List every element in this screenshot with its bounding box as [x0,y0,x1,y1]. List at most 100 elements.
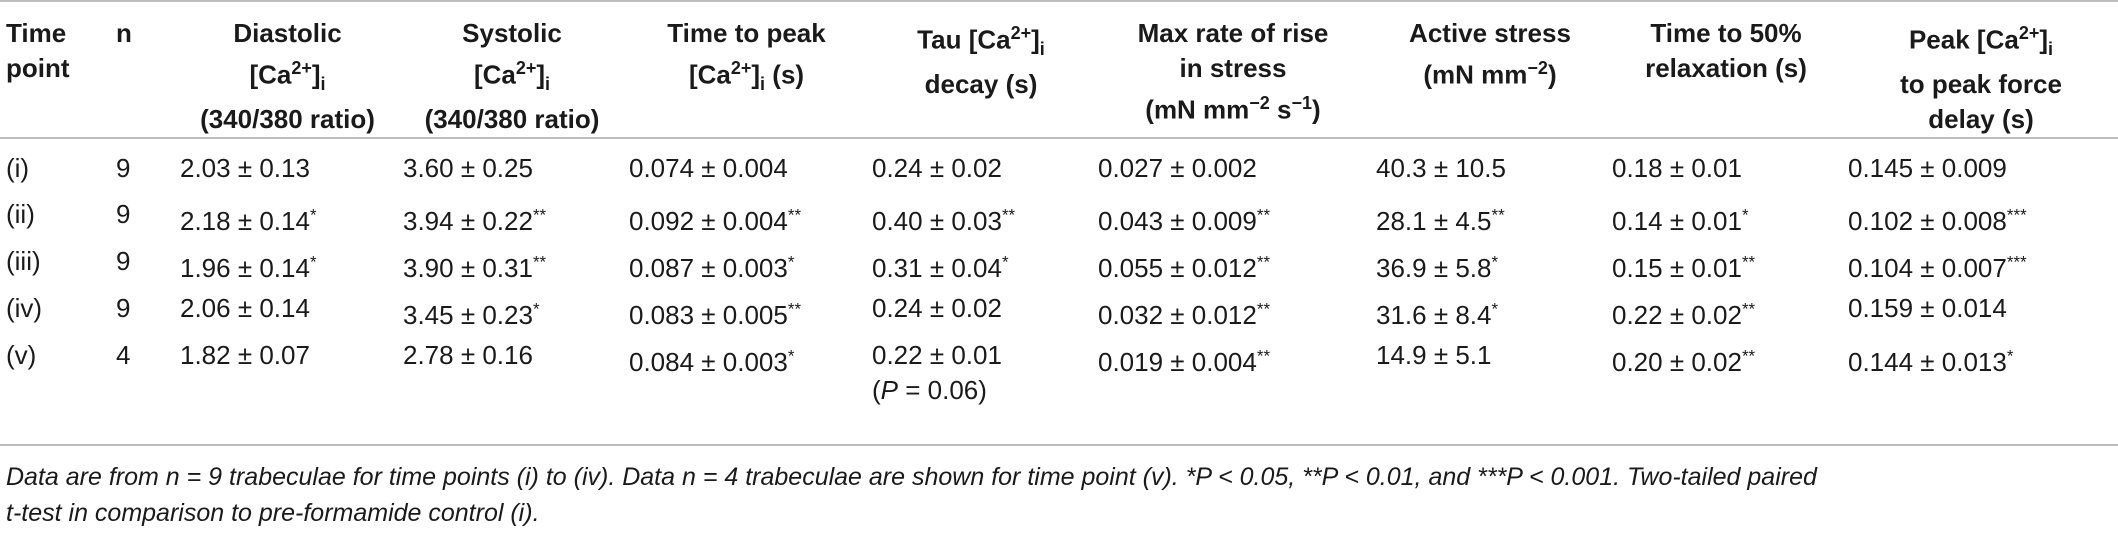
header-time_to_peak: Time to peak [Ca2+]i (s) [625,0,868,139]
cell-value: 3.45 ± 0.23* [403,298,540,330]
cell-value: 28.1 ± 4.5** [1376,204,1505,236]
cell-value: 0.074 ± 0.004 [629,152,788,183]
cell-value: (iv) [6,292,43,323]
cell-t50: 0.18 ± 0.01 [1608,138,1844,197]
cell-systolic: 3.94 ± 0.22** [399,197,625,244]
cell-time_to_peak: 0.092 ± 0.004** [625,197,868,244]
cell-value: 0.043 ± 0.009** [1098,204,1271,236]
header-diastolic-line: (340/380 ratio) [200,103,375,134]
cell-value: 9 [116,292,131,323]
header-systolic: Systolic [Ca2+]i (340/380 ratio) [399,0,625,139]
cell-value: 31.6 ± 8.4* [1376,298,1499,330]
cell-value: 0.055 ± 0.012** [1098,251,1271,283]
cell-value: 0.083 ± 0.005** [629,298,802,330]
cell-systolic: 3.45 ± 0.23* [399,291,625,338]
footnote-line-2: t-test in comparison to pre-formamide co… [6,499,540,527]
table-row: (ii) 9 2.18 ± 0.14* 3.94 ± 0.22** 0.092 ± 0.… [0,197,2118,244]
cell-value: 0.092 ± 0.004** [629,204,802,236]
cell-systolic: 3.60 ± 0.25 [399,138,625,197]
header-max_rate-line: (mN mm−2 s−1) [1145,93,1321,125]
cell-t50: 0.14 ± 0.01* [1608,197,1844,244]
header-t50-line: Time to 50% [1650,18,1802,48]
cell-max_rate: 0.027 ± 0.002 [1094,138,1372,197]
cell-time_point: (ii) [0,197,110,244]
header-diastolic: Diastolic [Ca2+]i (340/380 ratio) [176,0,399,139]
table-row: (v) 4 1.82 ± 0.07 2.78 ± 0.16 0.084 ± 0.003*… [0,338,2118,418]
cell-value: 0.20 ± 0.02** [1612,345,1756,377]
cell-value: (iii) [6,245,41,276]
cell-active_stress: 36.9 ± 5.8* [1372,244,1608,291]
cell-value: 0.019 ± 0.004** [1098,345,1271,377]
cell-value: 14.9 ± 5.1 [1376,339,1492,370]
cell-active_stress: 14.9 ± 5.1 [1372,338,1608,418]
cell-value: 2.18 ± 0.14* [180,204,317,236]
cell-n: 9 [110,138,176,197]
cell-value: 9 [116,245,131,276]
header-delay-line: delay (s) [1928,103,2034,134]
cell-time_to_peak: 0.074 ± 0.004 [625,138,868,197]
cell-delay: 0.145 ± 0.009 [1844,138,2118,197]
header-active_stress-line: (mN mm−2) [1423,58,1557,90]
cell-diastolic: 1.96 ± 0.14* [176,244,399,291]
cell-tau: 0.22 ± 0.01 (P = 0.06) [868,338,1094,418]
cell-tau: 0.24 ± 0.02 [868,291,1094,338]
cell-time_to_peak: 0.084 ± 0.003* [625,338,868,418]
cell-value: 3.60 ± 0.25 [403,152,533,183]
cell-value: 0.159 ± 0.014 [1848,292,2007,323]
header-max_rate-line: in stress [1179,53,1287,83]
header-max_rate: Max rate of rise in stress (mN mm−2 s−1) [1094,0,1372,139]
cell-value: 0.24 ± 0.02 [872,292,1002,323]
cell-value: 0.31 ± 0.04* [872,251,1009,283]
table-body: (i) 9 2.03 ± 0.13 3.60 ± 0.25 0.074 ± 0.004 0… [0,138,2118,418]
cell-value: 1.82 ± 0.07 [180,339,310,370]
header-systolic-line: (340/380 ratio) [424,103,600,134]
cell-tau: 0.31 ± 0.04* [868,244,1094,291]
cell-delay: 0.159 ± 0.014 [1844,291,2118,338]
cell-value: (v) [6,339,37,370]
table-row: (i) 9 2.03 ± 0.13 3.60 ± 0.25 0.074 ± 0.004 0… [0,138,2118,197]
cell-t50: 0.22 ± 0.02** [1608,291,1844,338]
table-row: (iii) 9 1.96 ± 0.14* 3.90 ± 0.31** 0.087 ± 0… [0,244,2118,291]
cell-value: 0.24 ± 0.02 [872,152,1002,183]
header-n-line: n [116,18,132,48]
cell-value: 0.102 ± 0.008*** [1848,204,2027,236]
cell-active_stress: 28.1 ± 4.5** [1372,197,1608,244]
cell-diastolic: 2.18 ± 0.14* [176,197,399,244]
header-row: Time point n Diastolic [Ca2+]i (340/380 ratio… [0,0,2118,139]
cell-time_point: (iv) [0,291,110,338]
header-n: n [110,0,176,139]
header-t50-line: relaxation (s) [1645,53,1807,83]
cell-n: 9 [110,197,176,244]
cell-value: 0.145 ± 0.009 [1848,152,2007,183]
cell-max_rate: 0.043 ± 0.009** [1094,197,1372,244]
header-max_rate-line: Max rate of rise [1137,18,1329,48]
cell-time_point: (v) [0,338,110,418]
cell-value: 40.3 ± 10.5 [1376,152,1506,183]
cell-value: 2.03 ± 0.13 [180,152,310,183]
cell-value: 0.084 ± 0.003* [629,345,795,377]
table-row: (iv) 9 2.06 ± 0.14 3.45 ± 0.23* 0.083 ± 0.00… [0,291,2118,338]
header-time_to_peak-line: Time to peak [667,18,826,48]
results-table: Time point n Diastolic [Ca2+]i (340/380 ratio… [0,0,2118,418]
header-delay-line: to peak force [1900,68,2062,99]
cell-t50: 0.20 ± 0.02** [1608,338,1844,418]
header-time_point-line: Time [6,18,67,48]
cell-t50: 0.15 ± 0.01** [1608,244,1844,291]
cell-value: 0.40 ± 0.03** [872,204,1016,236]
cell-time_to_peak: 0.083 ± 0.005** [625,291,868,338]
cell-value: 0.027 ± 0.002 [1098,152,1257,183]
table-bottom-rule [0,444,2118,446]
header-diastolic-line: [Ca2+]i [249,58,326,94]
header-systolic-line: Systolic [462,18,562,48]
cell-tau: 0.40 ± 0.03** [868,197,1094,244]
cell-value: 0.144 ± 0.013* [1848,345,2014,377]
cell-value: 0.087 ± 0.003* [629,251,795,283]
cell-max_rate: 0.032 ± 0.012** [1094,291,1372,338]
cell-value: 0.032 ± 0.012** [1098,298,1271,330]
cell-value: 0.22 ± 0.01 [872,339,1002,370]
cell-value: 2.78 ± 0.16 [403,339,533,370]
header-delay-line: Peak [Ca2+]i [1908,23,2054,59]
cell-value: 3.94 ± 0.22** [403,204,547,236]
header-time_point: Time point [0,0,110,139]
tau-p-note: (P = 0.06) [872,374,987,405]
